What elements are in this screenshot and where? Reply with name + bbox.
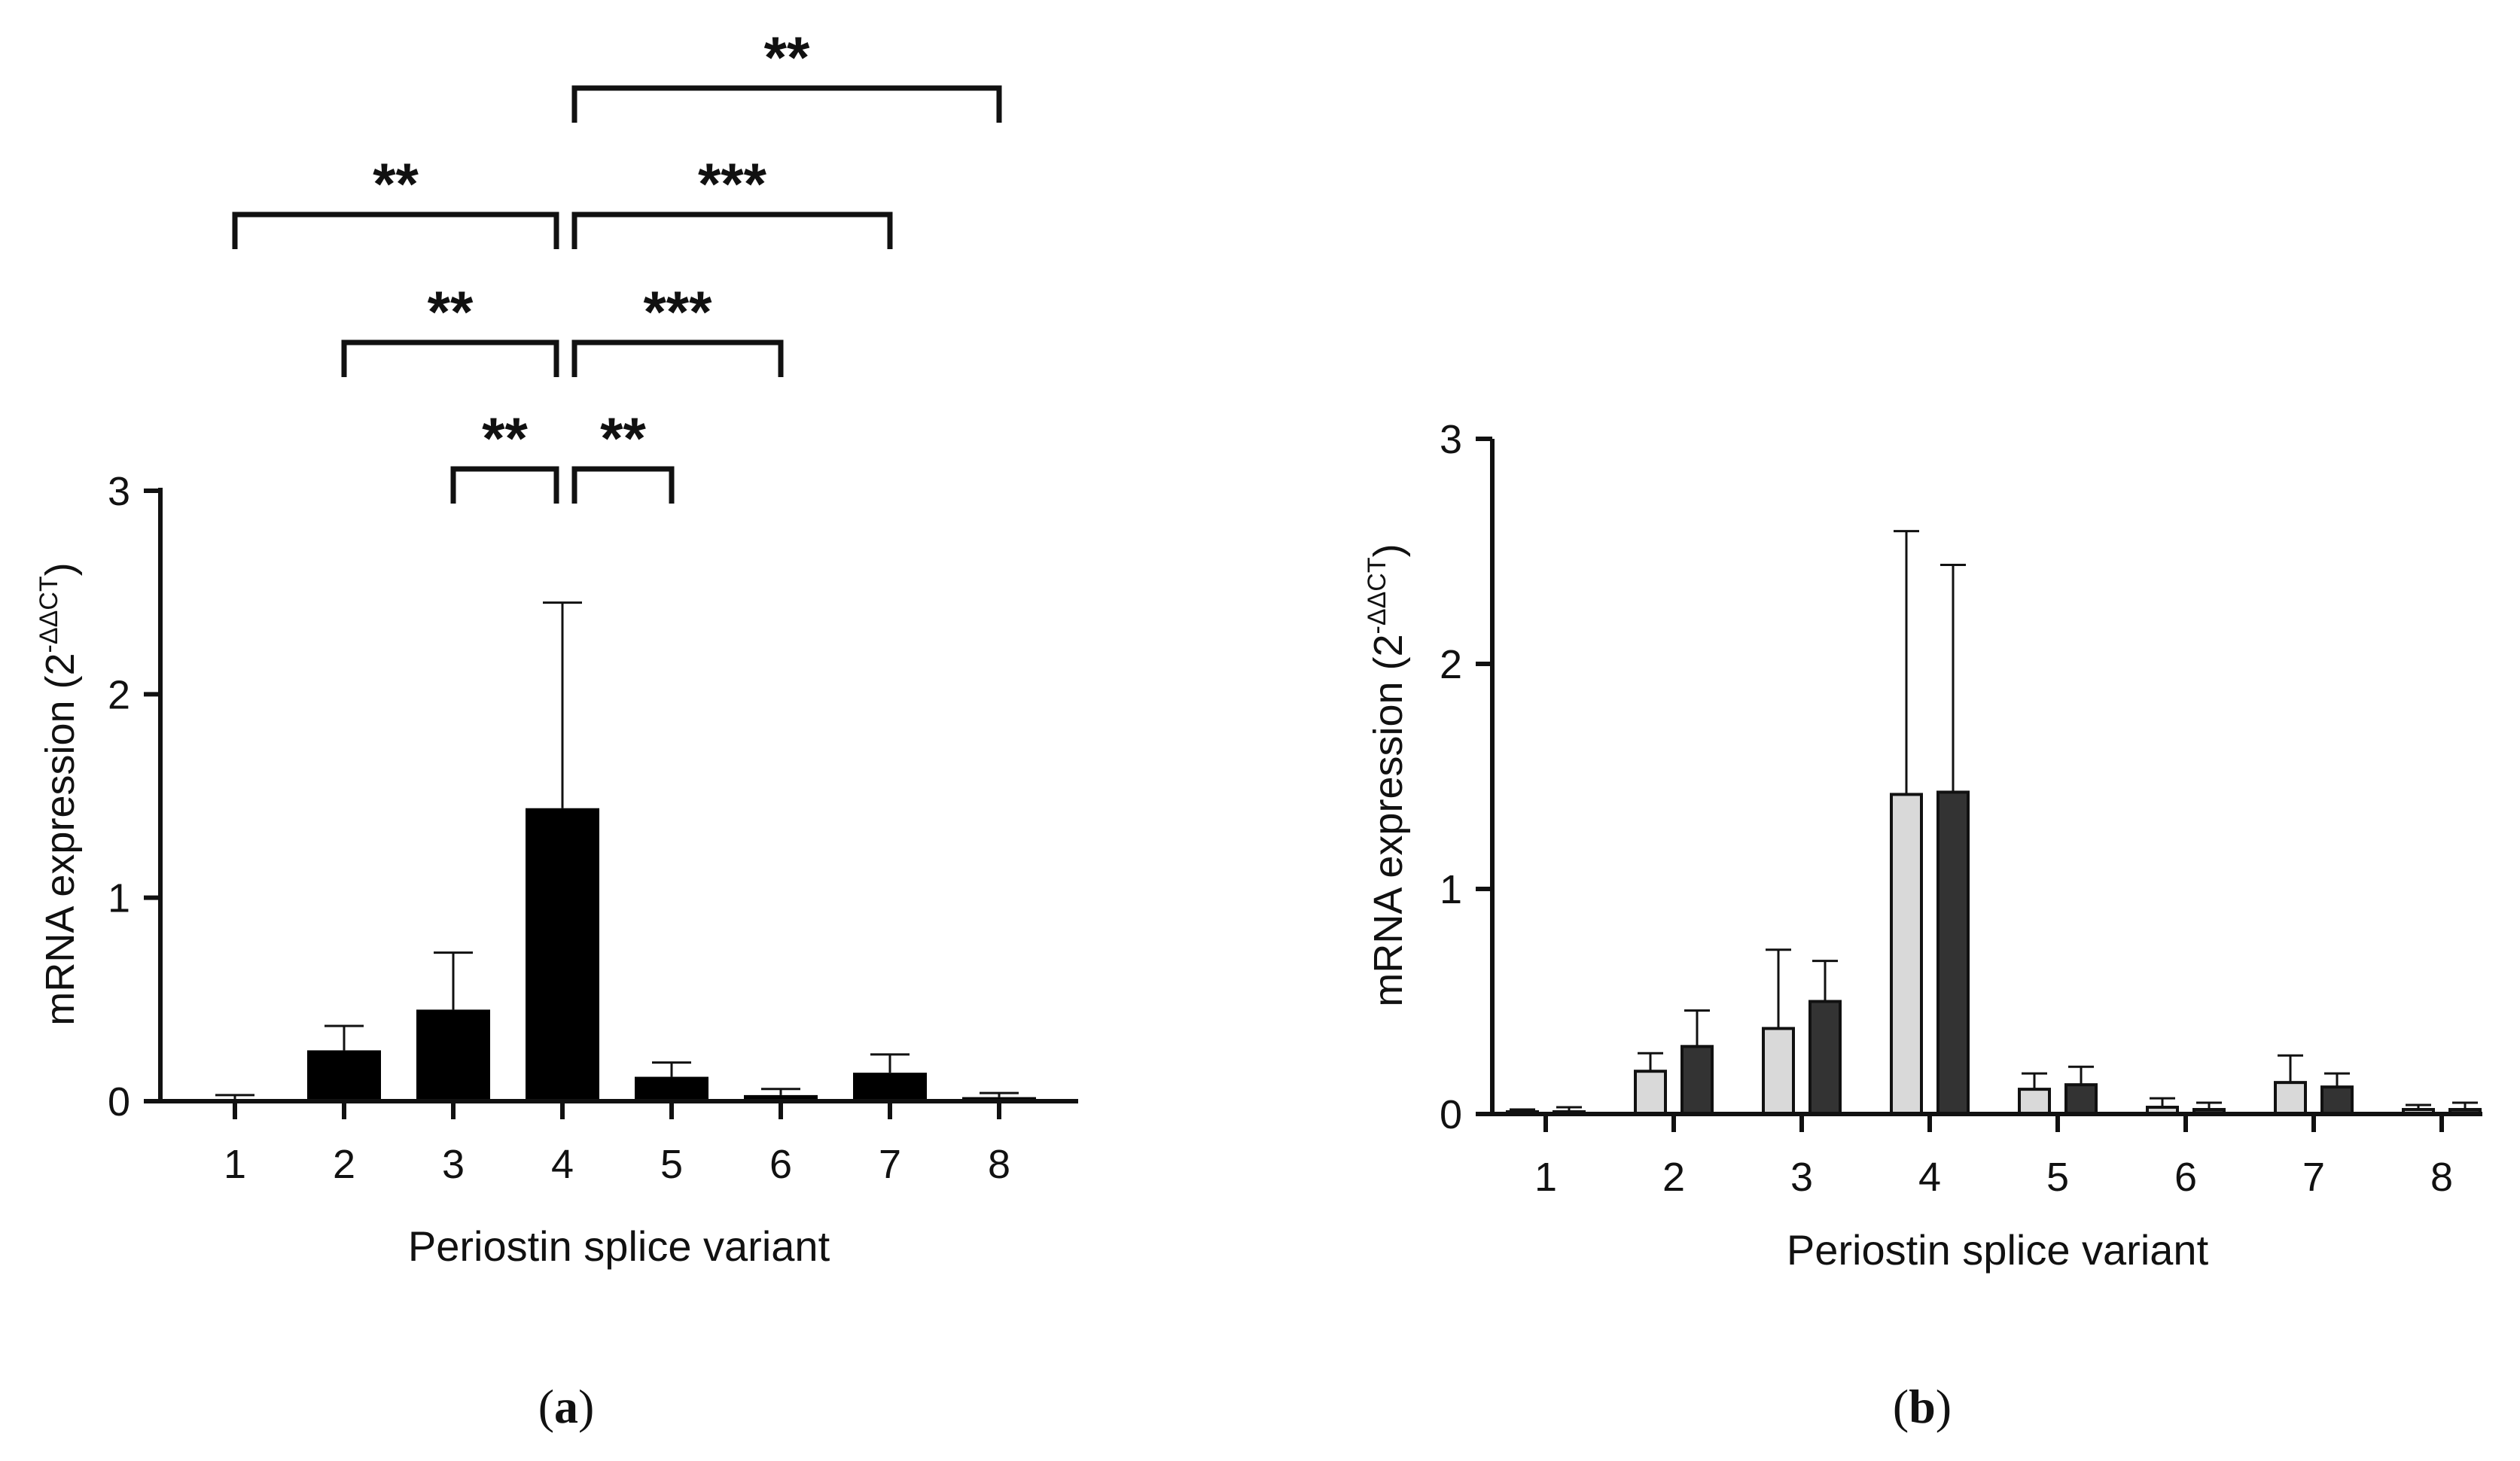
x-ticks-b: 1 2 3 4 5 6 7 8 (1534, 1114, 2453, 1200)
bar-b-s1-7 (2274, 1081, 2307, 1116)
y-tick-label-b-3: 3 (1440, 417, 1462, 462)
y-axis-title-close-b: ) (1366, 543, 1411, 557)
y-axis-title-sup-b: -ΔΔCT (1363, 557, 1391, 634)
chart-panel-b: 0 1 2 3 1 2 3 4 5 6 7 8 Periostin splice variant m… (1363, 417, 2482, 1433)
x-tick-label-a-2: 2 (333, 1142, 355, 1187)
y-axis-title-main-a: mRNA expression (2 (38, 653, 83, 1025)
panel-label-b: (b) (1893, 1380, 1952, 1433)
x-tick-label-b-6: 6 (2174, 1155, 2197, 1200)
x-tick-label-b-5: 5 (2046, 1155, 2069, 1200)
x-tick-label-b-4: 4 (1918, 1155, 1941, 1200)
x-ticks-a: 1 2 3 4 5 6 7 8 (224, 1101, 1010, 1187)
significance-stars-4-7: *** (698, 151, 767, 217)
significance-bracket-2-4 (341, 339, 559, 377)
panel-label-b-letter: b (1909, 1380, 1936, 1433)
bars-b (1506, 530, 2482, 1116)
x-tick-label-a-7: 7 (879, 1142, 901, 1187)
bar-b-s1-3 (1762, 1027, 1795, 1116)
x-axis-title-b: Periostin splice variant (1787, 1226, 2209, 1274)
y-ticks-b: 0 1 2 3 (1440, 417, 1492, 1137)
x-tick-label-a-5: 5 (660, 1142, 683, 1187)
x-tick-label-b-1: 1 (1534, 1155, 1557, 1200)
y-axis-title-a: mRNA expression (2-ΔΔCT) (35, 562, 83, 1025)
significance-bracket-1-4 (232, 212, 559, 249)
significance-stars-4-8: ** (764, 24, 810, 90)
bar-a-7 (853, 1073, 927, 1101)
significance-brackets-a: **** ***** ***** ** (232, 24, 1002, 504)
y-axis-title-b: mRNA expression (2-ΔΔCT) (1363, 543, 1411, 1006)
x-tick-label-a-6: 6 (769, 1142, 792, 1187)
bar-b-s2-5 (2064, 1083, 2098, 1116)
x-tick-label-b-2: 2 (1662, 1155, 1685, 1200)
panel-label-a-letter: a (554, 1380, 578, 1433)
x-tick-label-a-4: 4 (551, 1142, 574, 1187)
y-axis-title-close-a: ) (38, 562, 83, 576)
bar-a-4 (526, 808, 599, 1101)
x-tick-label-b-8: 8 (2430, 1155, 2453, 1200)
significance-bracket-4-6 (571, 339, 784, 377)
significance-stars-1-4: ** (373, 151, 419, 217)
significance-stars-4-5: ** (600, 405, 646, 471)
y-tick-label-b-0: 0 (1440, 1092, 1462, 1137)
significance-bracket-3-4 (450, 466, 559, 504)
panel-label-a: (a) (538, 1380, 595, 1433)
x-tick-label-a-1: 1 (224, 1142, 246, 1187)
bar-b-s2-4 (1936, 790, 1970, 1116)
y-ticks-a: 0 1 2 3 (108, 469, 160, 1125)
x-tick-label-b-7: 7 (2302, 1155, 2325, 1200)
significance-stars-4-6: *** (643, 279, 712, 345)
bar-b-s1-2 (1634, 1070, 1667, 1116)
bar-b-s2-3 (1808, 1000, 1842, 1116)
x-tick-label-b-3: 3 (1790, 1155, 1813, 1200)
x-axis-title-a: Periostin splice variant (408, 1222, 830, 1270)
bar-b-s1-5 (2018, 1088, 2051, 1116)
y-axis-title-sup-a: -ΔΔCT (35, 576, 63, 653)
significance-stars-3-4: ** (482, 405, 528, 471)
x-tick-label-a-3: 3 (442, 1142, 465, 1187)
significance-stars-2-4: ** (428, 279, 474, 345)
significance-bracket-4-5 (571, 466, 675, 504)
y-tick-label-a-2: 2 (108, 672, 130, 717)
bars-a (198, 601, 1036, 1101)
bar-b-s2-2 (1681, 1045, 1714, 1116)
bar-a-2 (307, 1050, 381, 1101)
y-tick-label-a-0: 0 (108, 1079, 130, 1125)
y-tick-label-b-2: 2 (1440, 642, 1462, 687)
y-tick-label-b-1: 1 (1440, 867, 1462, 912)
bar-a-3 (416, 1009, 490, 1101)
bar-b-s2-7 (2320, 1085, 2354, 1116)
x-tick-label-a-8: 8 (988, 1142, 1010, 1187)
bar-b-s1-4 (1890, 793, 1923, 1116)
y-axis-title-main-b: mRNA expression (2 (1366, 634, 1411, 1006)
y-tick-label-a-1: 1 (108, 876, 130, 921)
bar-a-5 (635, 1076, 708, 1101)
bar-a-6 (744, 1094, 818, 1101)
y-tick-label-a-3: 3 (108, 469, 130, 514)
significance-bracket-4-8 (571, 85, 1002, 123)
significance-bracket-4-7 (571, 212, 893, 249)
